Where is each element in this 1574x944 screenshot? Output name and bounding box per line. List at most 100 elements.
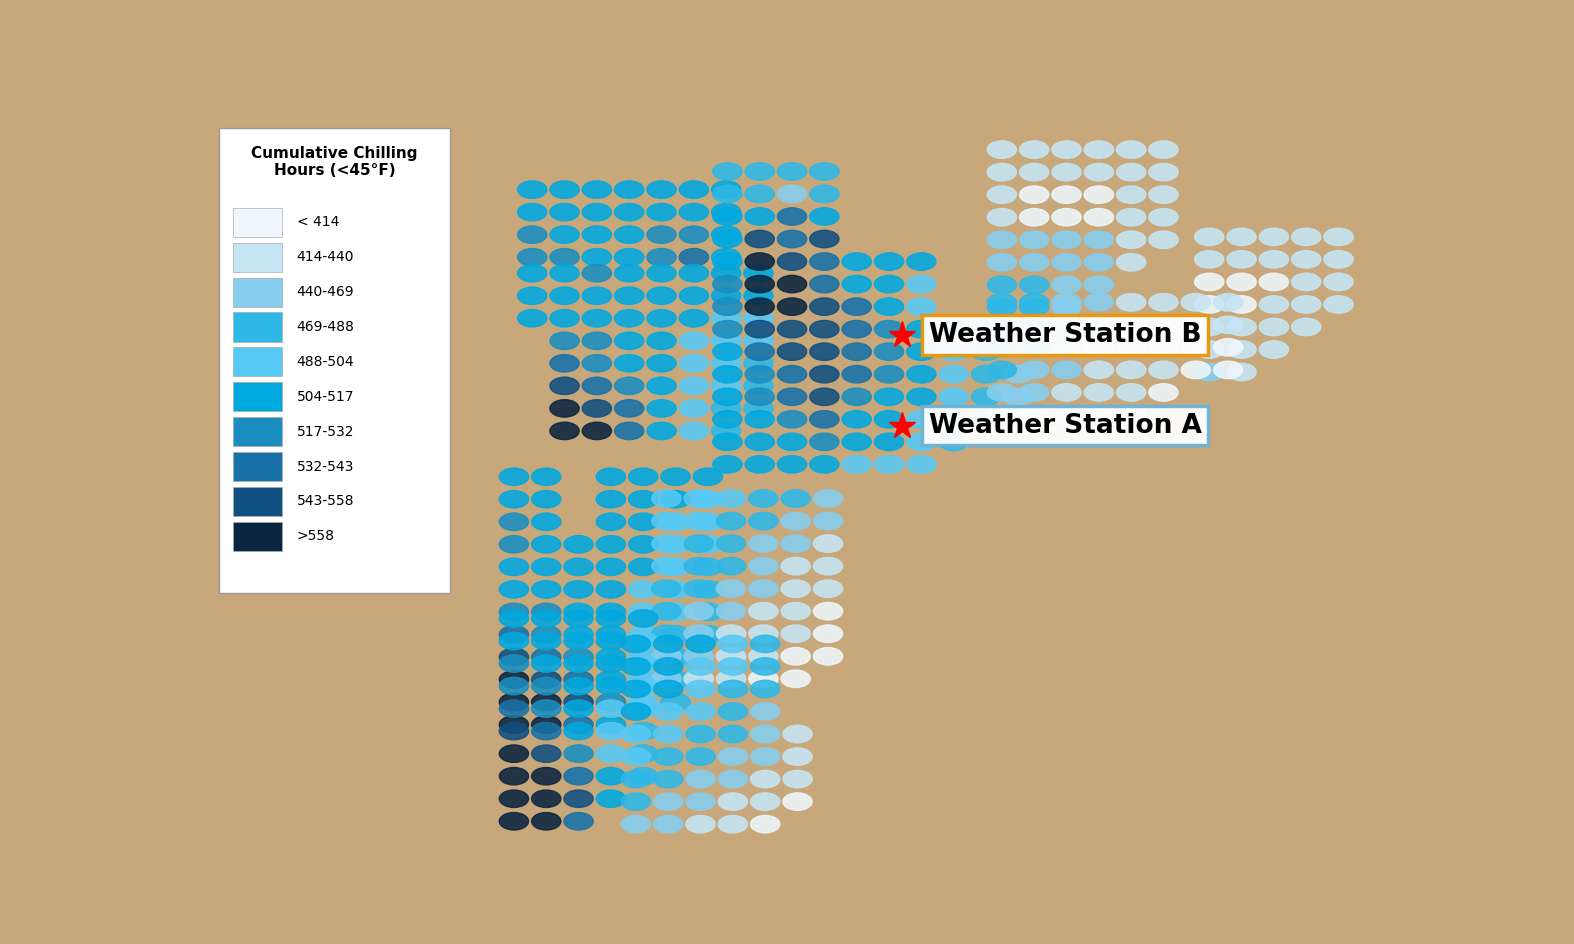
- Circle shape: [693, 491, 722, 508]
- Circle shape: [842, 433, 872, 450]
- Circle shape: [532, 655, 560, 672]
- Circle shape: [875, 365, 903, 383]
- Circle shape: [563, 700, 593, 717]
- Circle shape: [1020, 186, 1048, 203]
- Circle shape: [652, 670, 682, 687]
- Circle shape: [716, 625, 746, 643]
- Circle shape: [809, 298, 839, 315]
- Circle shape: [842, 411, 872, 428]
- Circle shape: [745, 162, 774, 180]
- Circle shape: [647, 355, 677, 372]
- Circle shape: [661, 558, 689, 576]
- Circle shape: [499, 558, 529, 576]
- Circle shape: [563, 678, 593, 695]
- Circle shape: [532, 535, 560, 553]
- Circle shape: [563, 649, 593, 666]
- Circle shape: [686, 770, 715, 788]
- Circle shape: [614, 203, 644, 221]
- Circle shape: [1259, 295, 1289, 313]
- Circle shape: [1084, 362, 1113, 379]
- Circle shape: [1214, 316, 1243, 333]
- Circle shape: [614, 422, 644, 440]
- Circle shape: [653, 635, 683, 652]
- Circle shape: [1116, 163, 1146, 181]
- Circle shape: [549, 310, 579, 327]
- Circle shape: [711, 264, 741, 282]
- Circle shape: [711, 248, 741, 266]
- Circle shape: [549, 399, 579, 417]
- Circle shape: [499, 632, 529, 649]
- Circle shape: [1149, 294, 1177, 311]
- Circle shape: [628, 626, 658, 643]
- Circle shape: [809, 162, 839, 180]
- Circle shape: [745, 399, 773, 417]
- Bar: [233, 522, 282, 551]
- Circle shape: [713, 185, 741, 203]
- Circle shape: [745, 253, 774, 270]
- Circle shape: [1195, 295, 1225, 313]
- Circle shape: [1084, 141, 1113, 159]
- Circle shape: [532, 671, 560, 688]
- Circle shape: [563, 767, 593, 784]
- Circle shape: [842, 253, 872, 270]
- Circle shape: [532, 767, 560, 784]
- Circle shape: [685, 490, 713, 507]
- Bar: [233, 208, 282, 237]
- Circle shape: [781, 602, 811, 620]
- Circle shape: [751, 770, 779, 788]
- Circle shape: [686, 748, 715, 766]
- Circle shape: [781, 670, 811, 687]
- Circle shape: [549, 355, 579, 372]
- Circle shape: [1084, 316, 1113, 333]
- Circle shape: [693, 514, 722, 531]
- Circle shape: [718, 681, 748, 698]
- Circle shape: [499, 655, 529, 672]
- Circle shape: [652, 557, 682, 575]
- Circle shape: [1324, 295, 1354, 313]
- Circle shape: [563, 790, 593, 807]
- Circle shape: [647, 332, 677, 349]
- Circle shape: [1149, 186, 1177, 203]
- Circle shape: [499, 767, 529, 784]
- Circle shape: [532, 678, 560, 695]
- Circle shape: [713, 388, 741, 406]
- Text: 488-504: 488-504: [297, 355, 354, 369]
- Circle shape: [875, 388, 903, 406]
- Circle shape: [647, 310, 677, 327]
- Circle shape: [1324, 251, 1354, 268]
- Circle shape: [745, 185, 774, 203]
- FancyBboxPatch shape: [219, 127, 450, 593]
- Circle shape: [597, 632, 625, 649]
- Circle shape: [499, 813, 529, 830]
- Circle shape: [652, 535, 682, 552]
- Circle shape: [1149, 163, 1177, 181]
- Circle shape: [749, 602, 778, 620]
- Circle shape: [1195, 318, 1225, 336]
- Circle shape: [749, 580, 778, 598]
- Circle shape: [647, 378, 677, 395]
- Circle shape: [971, 320, 1001, 338]
- Circle shape: [875, 276, 903, 293]
- Circle shape: [1259, 228, 1289, 245]
- Circle shape: [693, 535, 722, 553]
- Circle shape: [647, 264, 677, 282]
- Circle shape: [532, 581, 560, 598]
- Circle shape: [778, 253, 807, 270]
- Text: Weather Station B: Weather Station B: [929, 322, 1201, 348]
- Circle shape: [582, 378, 611, 395]
- Circle shape: [782, 770, 812, 788]
- Bar: [233, 347, 282, 377]
- Circle shape: [1149, 141, 1177, 159]
- Circle shape: [685, 625, 713, 643]
- Circle shape: [716, 557, 746, 575]
- Circle shape: [751, 793, 779, 810]
- Circle shape: [713, 456, 741, 473]
- Text: 440-469: 440-469: [297, 285, 354, 299]
- Circle shape: [614, 310, 644, 327]
- Circle shape: [1020, 298, 1048, 316]
- Circle shape: [842, 276, 872, 293]
- Circle shape: [778, 298, 807, 315]
- Circle shape: [661, 535, 689, 553]
- Circle shape: [745, 388, 774, 406]
- Circle shape: [907, 343, 937, 361]
